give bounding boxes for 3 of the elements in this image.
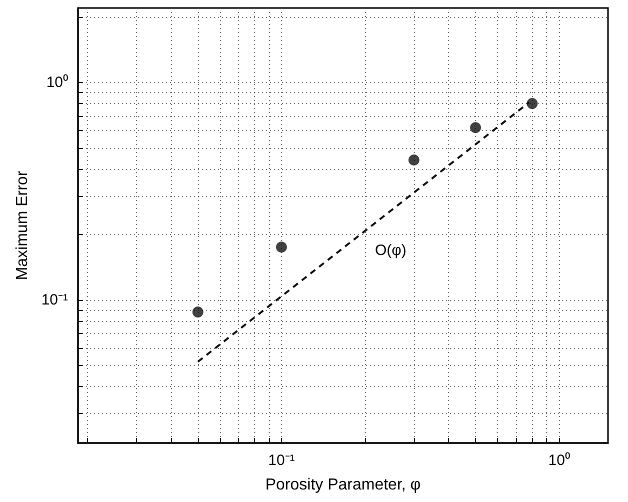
annotation: O(φ): [375, 242, 406, 259]
x-axis-title: Porosity Parameter, φ: [265, 476, 421, 494]
y-axis-title: Maximum Error: [14, 170, 31, 280]
